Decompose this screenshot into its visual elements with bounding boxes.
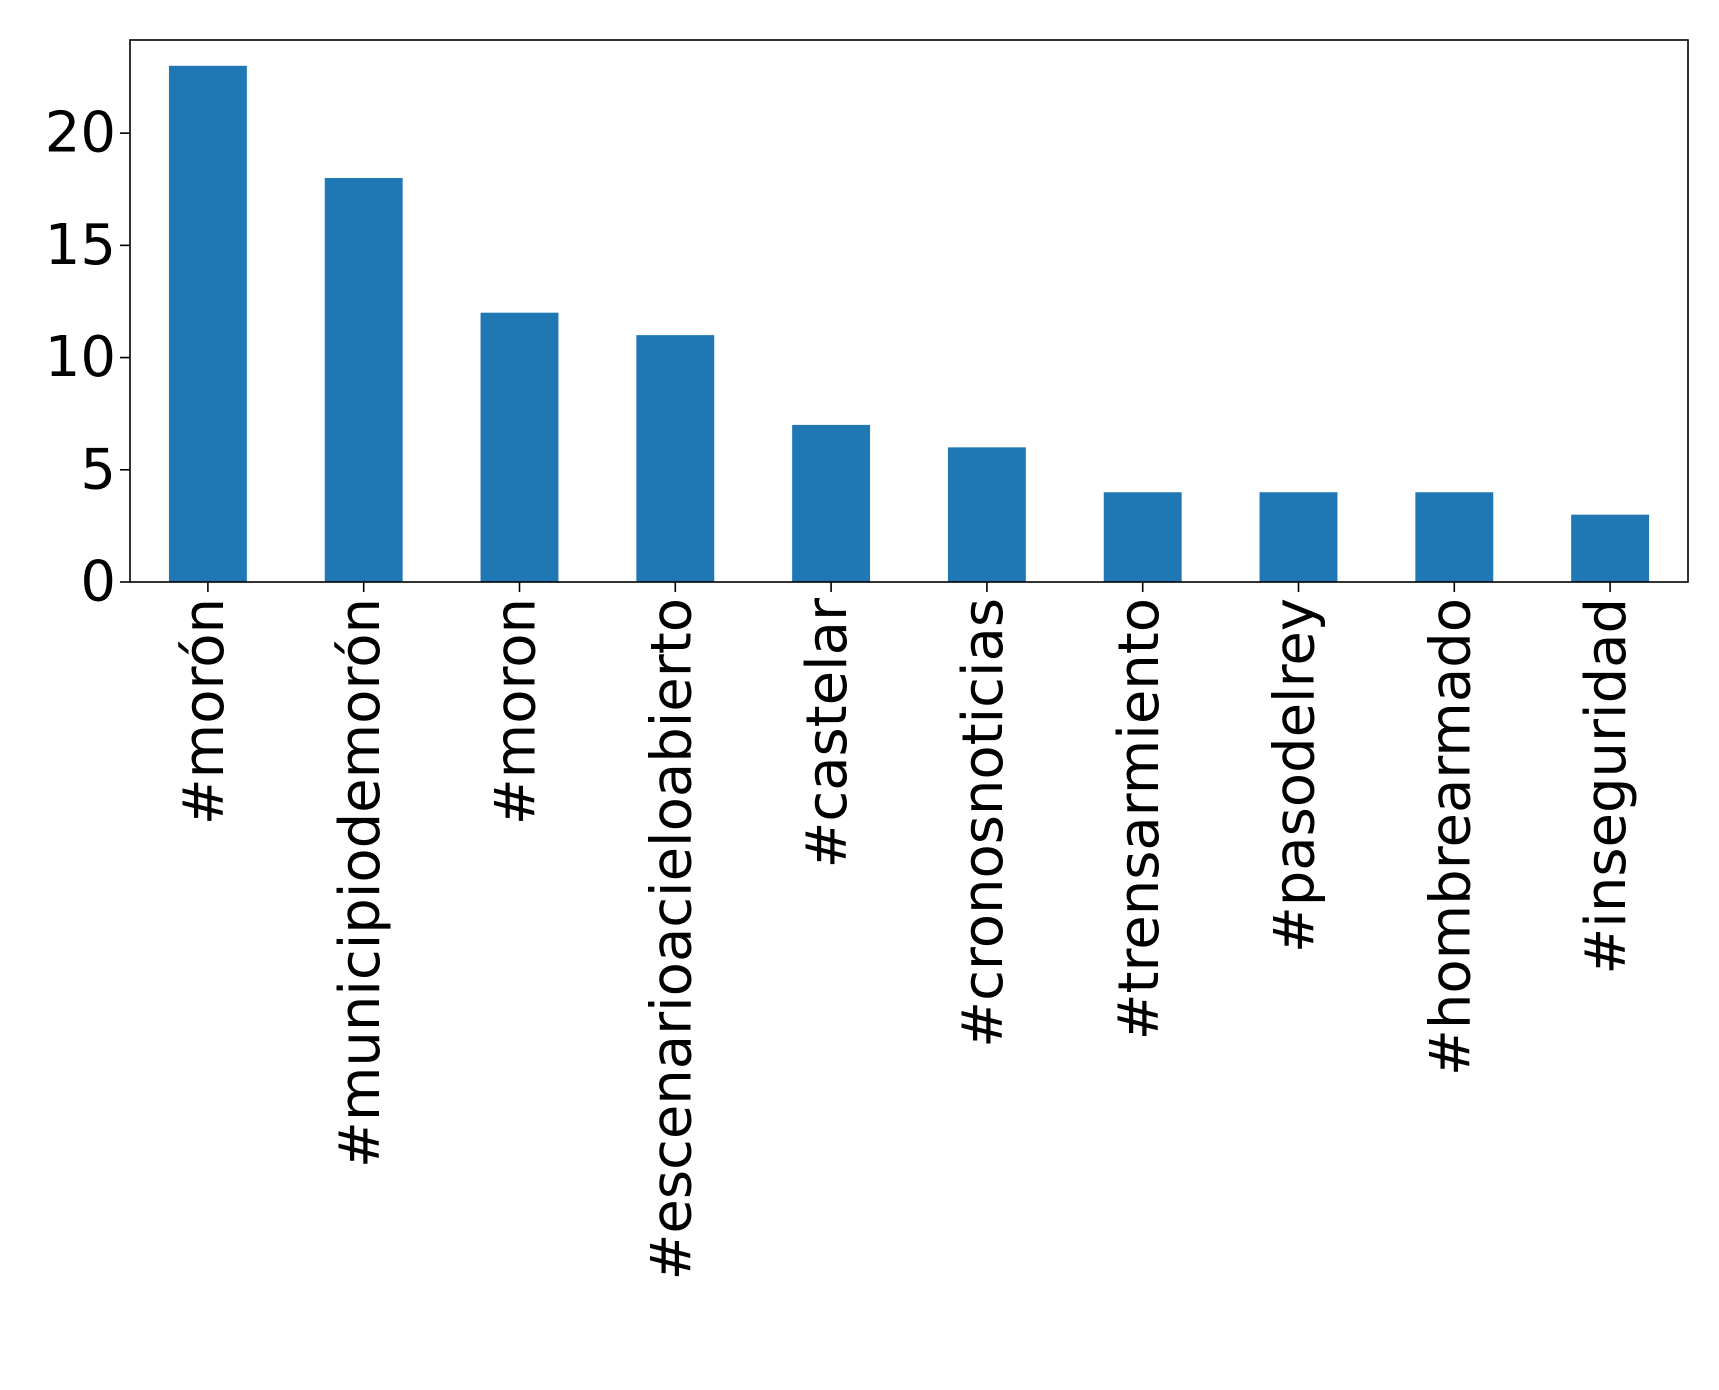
- bar-cronosnoticias: [947, 447, 1026, 582]
- y-tick-label-20: 20: [45, 101, 116, 166]
- x-tick-label-municipiodemoron: #municipiodemorón: [328, 598, 393, 1168]
- x-tick-label-moron: #moron: [484, 598, 549, 825]
- bars-group: [168, 65, 1650, 583]
- x-tick-label-inseguridad: #inseguridad: [1574, 598, 1639, 975]
- bar-hombrearmado: [1415, 492, 1494, 582]
- y-axis-ticks: 0 5 10 15 20: [45, 101, 130, 615]
- plot-frame: [129, 39, 1689, 583]
- x-tick-label-hombrearmado: #hombrearmado: [1418, 598, 1483, 1076]
- bar-pasodelrey: [1259, 492, 1338, 582]
- bar-moron: [168, 65, 247, 583]
- x-tick-label-cronosnoticias: #cronosnoticias: [951, 598, 1016, 1048]
- x-tick-label-escenarioacieloabierto: #escenarioacieloabierto: [639, 598, 704, 1281]
- bar-inseguridad: [1571, 514, 1650, 582]
- x-tick-label-pasodelrey: #pasodelrey: [1263, 598, 1328, 953]
- y-tick-label-5: 5: [80, 437, 116, 502]
- bar-escenarioacieloabierto: [636, 335, 715, 582]
- y-tick-label-10: 10: [45, 325, 116, 390]
- x-tick-label-castelar: #castelar: [795, 597, 860, 868]
- x-axis-ticks: #morón #municipiodemorón #moron #escenarioa…: [172, 582, 1639, 1281]
- bar-castelar: [792, 424, 871, 582]
- x-tick-label-moron: #morón: [172, 598, 237, 825]
- y-tick-label-15: 15: [45, 213, 116, 278]
- x-tick-label-trensarmiento: #trensarmiento: [1107, 598, 1172, 1040]
- bar-municipiodemoron: [324, 178, 403, 582]
- bar-moron: [480, 312, 559, 582]
- bar-trensarmiento: [1103, 492, 1182, 582]
- y-tick-label-0: 0: [80, 550, 116, 615]
